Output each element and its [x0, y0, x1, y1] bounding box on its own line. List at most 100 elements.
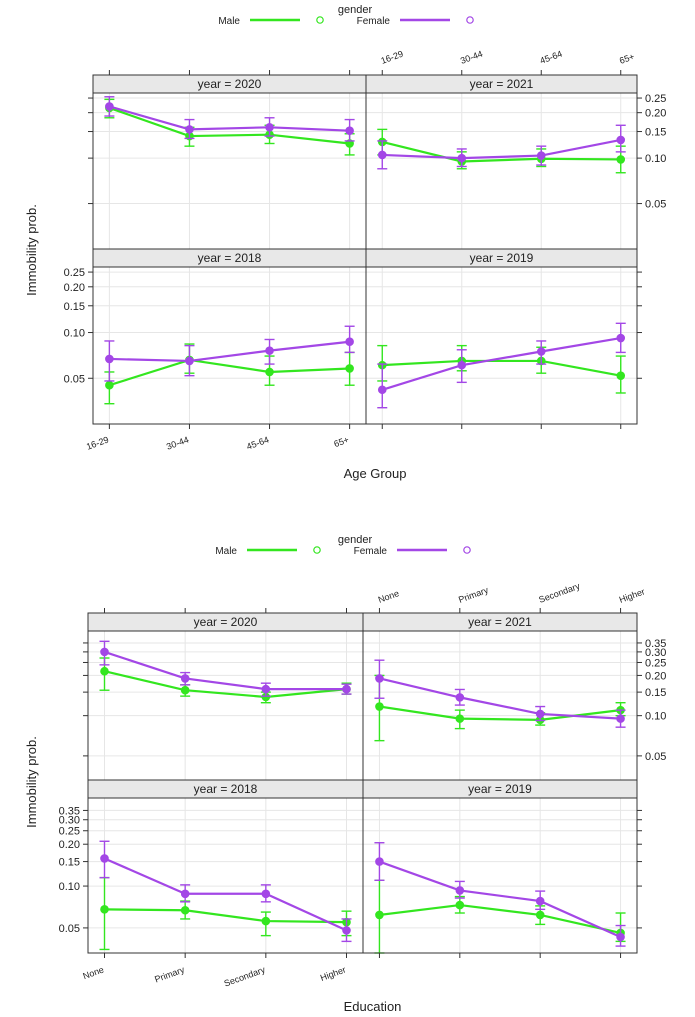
series-male-point	[375, 910, 384, 920]
series-female-line	[104, 650, 347, 691]
legend-label-female: Female	[357, 16, 391, 27]
panel-year2020: year = 2020	[88, 70, 367, 250]
series-male-point	[616, 371, 626, 380]
series-female-point	[342, 684, 351, 694]
panel-title: year = 2021	[468, 615, 532, 629]
ytick-label-right: 0.25	[645, 93, 666, 105]
legend-title: gender	[338, 4, 373, 16]
xtick-label-bottom: 30-44	[165, 434, 190, 451]
chart-1: gender Male Female year = 2020 year = 2021 0.…	[24, 4, 666, 481]
xtick-label-top: 16-29	[380, 49, 405, 66]
series-female-line	[109, 340, 350, 363]
series-female-point	[265, 346, 274, 355]
ytick-label-left: 0.05	[64, 373, 85, 385]
ytick-label-left: 0.20	[64, 282, 85, 294]
panel-border	[365, 74, 638, 250]
xtick-label-bottom: 16-29	[85, 434, 110, 451]
panel-border	[362, 779, 638, 954]
ytick-label-left: 0.30	[59, 815, 80, 827]
panel-year2018: year = 2018 0.05 0.10 0.15 0.200.250.300.35 N…	[59, 779, 364, 989]
legend-title: gender	[338, 534, 373, 546]
series-male-point	[265, 367, 274, 377]
legend-label-male: Male	[218, 16, 240, 27]
panel-year2021: year = 2021 0.05 0.10 0.15 0.20 0.25 16-29 30-4…	[365, 49, 666, 250]
series-male-point	[455, 900, 465, 910]
y-axis-label: Immobility prob.	[24, 204, 39, 296]
legend-marker-male	[313, 546, 321, 554]
series-male-point	[180, 685, 190, 695]
xtick-label-bottom: 45-64	[245, 434, 270, 451]
panel-border	[365, 248, 638, 425]
series-female-line	[104, 857, 347, 932]
ytick-label-right: 0.05	[645, 199, 666, 211]
series-female-point	[616, 135, 626, 145]
series-female-line	[109, 105, 350, 132]
ytick-label-right: 0.20	[645, 670, 666, 682]
panel-title: year = 2021	[470, 77, 534, 91]
ytick-label-right: 0.15	[645, 687, 666, 699]
series-female-point	[261, 684, 271, 694]
panel-year2019: year = 2019	[365, 248, 642, 429]
panel-year2019: year = 2019	[362, 779, 642, 958]
series-male-point	[100, 666, 109, 676]
ytick-label-right: 0.30	[645, 647, 666, 659]
xtick-label-top: 45-64	[539, 49, 564, 66]
series-female-point	[377, 385, 387, 395]
series-female-line	[382, 138, 621, 160]
ytick-label-left: 0.35	[59, 805, 80, 817]
ytick-label-left: 0.05	[59, 923, 80, 935]
legend-marker-female	[463, 546, 471, 554]
panel-title: year = 2018	[198, 251, 262, 265]
series-male-point	[105, 380, 114, 390]
panel-title: year = 2020	[194, 615, 258, 629]
xtick-label-top: Higher	[618, 586, 646, 604]
series-male-point	[345, 364, 354, 373]
series-female-point	[457, 360, 467, 370]
series-female-point	[345, 126, 354, 135]
series-female-line	[381, 336, 621, 391]
series-male-point	[261, 916, 271, 926]
ytick-label-left: 0.15	[59, 857, 80, 869]
series-male-line	[379, 903, 621, 935]
series-female-point	[342, 926, 351, 935]
panel-border	[87, 612, 364, 781]
series-female-point	[105, 354, 114, 364]
xtick-label-bottom: 65+	[333, 434, 351, 449]
ytick-label-left: 0.10	[64, 328, 85, 340]
series-female-point	[185, 125, 194, 134]
series-female-point	[536, 347, 546, 356]
xtick-label-bottom: Primary	[153, 964, 186, 984]
panel-title: year = 2018	[194, 782, 258, 796]
legend-label-male: Male	[215, 546, 237, 557]
series-female-point	[105, 102, 114, 111]
series-female-line	[379, 677, 621, 720]
ytick-label-right: 0.05	[645, 751, 666, 763]
ytick-label-right: 0.35	[645, 638, 666, 650]
series-female-point	[375, 857, 384, 866]
xtick-label-top: 30-44	[459, 49, 484, 66]
series-female-point	[616, 333, 626, 343]
series-female-line	[379, 860, 622, 939]
ytick-label-left: 0.25	[59, 826, 80, 838]
series-female-point	[455, 693, 465, 702]
panel-year2020: year = 2020	[83, 608, 364, 781]
y-axis-label: Immobility prob.	[24, 736, 39, 828]
x-axis-label: Age Group	[344, 466, 407, 481]
ytick-label-right: 0.10	[645, 711, 666, 723]
series-female-point	[616, 932, 625, 942]
ytick-label-right: 0.25	[645, 657, 666, 669]
xtick-label-top: Primary	[457, 585, 490, 605]
series-female-point	[377, 150, 387, 160]
series-female-point	[261, 889, 271, 899]
legend-label-female: Female	[354, 546, 388, 557]
series-female-point	[616, 714, 625, 723]
panel-border	[362, 612, 638, 781]
panel-border	[92, 248, 367, 425]
ytick-label-right: 0.15	[645, 127, 666, 139]
xtick-label-top: Secondary	[537, 581, 581, 605]
ytick-label-right: 0.20	[645, 108, 666, 120]
ytick-label-left: 0.20	[59, 839, 80, 851]
series-female-point	[265, 123, 274, 132]
series-male-point	[375, 702, 384, 711]
panel-title: year = 2019	[468, 782, 532, 796]
